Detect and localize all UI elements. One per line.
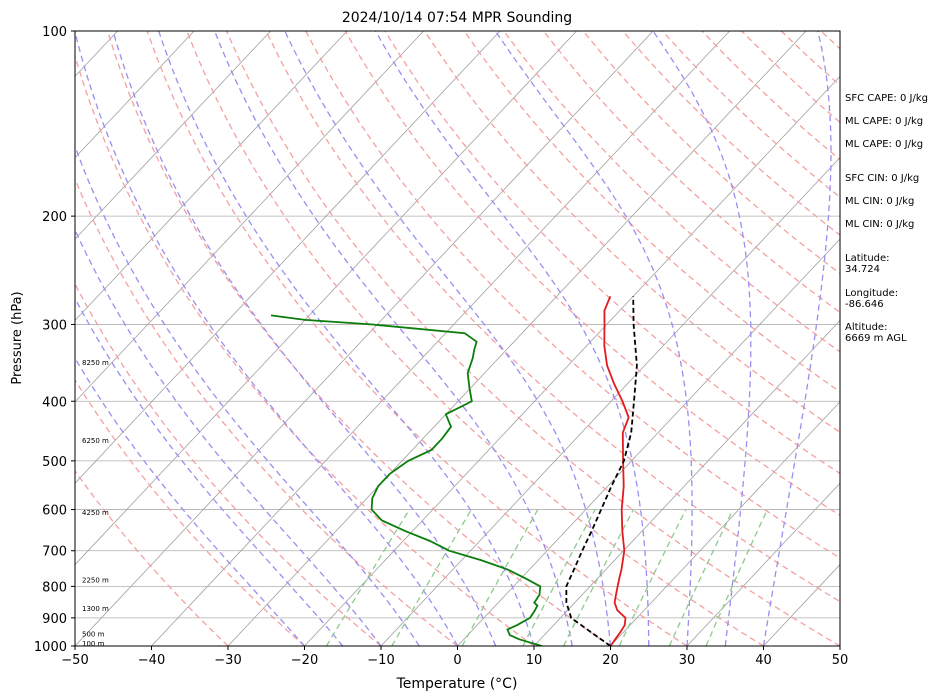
x-tick-label: 50 <box>832 653 849 668</box>
isotherm-line <box>75 31 424 403</box>
y-tick-label: 100 <box>42 25 67 40</box>
background-lines <box>75 31 840 646</box>
dry-adiabat-line <box>384 31 840 475</box>
isotherm-line <box>151 31 730 646</box>
y-tick-label: 500 <box>42 455 67 470</box>
parcel-profile-line <box>565 296 638 646</box>
mixing-ratio-line <box>668 509 734 646</box>
axes: −50 −40 −30 −20 −10 0 10 20 30 40 50 1000 900 800 700 6… <box>34 25 848 668</box>
dry-adiabat-line <box>305 31 840 559</box>
isotherm-line <box>75 31 577 566</box>
temperature-profile-line <box>603 295 630 646</box>
moist-adiabat-line <box>75 228 382 646</box>
latitude-text: Latitude: 34.724 <box>845 253 890 275</box>
moist-adiabat-line <box>374 31 650 646</box>
mixing-ratio-line <box>522 509 596 646</box>
mixing-ratio-line <box>618 509 687 646</box>
moist-adiabat-line <box>112 31 497 646</box>
isotherm-line <box>75 31 654 646</box>
x-tick-label: −20 <box>291 653 318 668</box>
moist-adiabat-line <box>494 31 693 646</box>
isotherm-line <box>75 31 501 484</box>
height-label: 4250 m <box>82 509 109 517</box>
x-tick-label: −10 <box>367 653 394 668</box>
moist-adiabat-line <box>652 31 752 646</box>
x-tick-label: 40 <box>755 653 772 668</box>
height-label: 500 m <box>82 631 105 639</box>
moist-adiabat-line <box>158 31 535 646</box>
moist-adiabat-line <box>213 31 573 646</box>
mixing-ratio-line <box>391 509 472 646</box>
x-tick-label: −40 <box>138 653 165 668</box>
moist-adiabat-line <box>762 31 832 646</box>
moist-adiabat-line <box>75 144 420 646</box>
mixing-ratio-line <box>705 509 768 646</box>
height-label: 100 m <box>82 640 105 648</box>
isotherm-line <box>227 31 807 646</box>
x-tick-label: 30 <box>679 653 696 668</box>
mixing-ratio-line <box>325 509 410 646</box>
y-tick-label: 400 <box>42 395 67 410</box>
dry-adiabat-line <box>225 31 840 646</box>
profile-lines <box>270 295 638 646</box>
sfc-cin-text: SFC CIN: 0 J/kg <box>845 173 920 184</box>
x-tick-label: 0 <box>453 653 461 668</box>
y-tick-label: 800 <box>42 580 67 595</box>
dry-adiabat-line <box>186 31 764 646</box>
ml-cin-text-2: ML CIN: 0 J/kg <box>845 219 915 230</box>
dry-adiabat-line <box>265 31 840 603</box>
isotherm-line <box>380 157 840 646</box>
isotherm-line <box>304 75 840 646</box>
y-tick-label: 900 <box>42 612 67 627</box>
moist-adiabat-line <box>75 356 305 646</box>
x-tick-label: 10 <box>526 653 543 668</box>
dry-adiabat-line <box>75 177 458 646</box>
dry-adiabat-line <box>75 282 382 646</box>
dry-adiabat-line <box>344 31 840 517</box>
dry-adiabat-line <box>75 54 535 646</box>
y-tick-label: 200 <box>42 210 67 225</box>
y-tick-label: 600 <box>42 504 67 519</box>
dry-adiabat-line <box>75 469 229 646</box>
dry-adiabat-line <box>75 378 305 646</box>
height-label: 6250 m <box>82 437 109 445</box>
isotherm-line <box>610 401 840 646</box>
dry-adiabat-line <box>106 31 611 646</box>
ml-cape-text: ML CAPE: 0 J/kg <box>845 116 924 127</box>
y-tick-label: 700 <box>42 545 67 560</box>
x-tick-label: −50 <box>61 653 88 668</box>
y-tick-label: 1000 <box>34 640 67 655</box>
x-tick-label: 20 <box>602 653 619 668</box>
isotherm-line <box>75 31 271 240</box>
ml-cape-text-2: ML CAPE: 0 J/kg <box>845 139 924 150</box>
height-label: 1300 m <box>82 605 109 613</box>
mixing-ratio-line <box>562 509 634 646</box>
mixing-ratio-line <box>461 509 539 646</box>
moist-adiabat-line <box>284 31 612 646</box>
moist-adiabat-line <box>75 297 344 646</box>
altitude-text: Altitude: 6669 m AGL <box>845 322 907 344</box>
moist-adiabat-line <box>75 31 459 646</box>
longitude-text: Longitude: -86.646 <box>845 288 899 310</box>
dry-adiabat-line <box>424 31 840 434</box>
x-tick-label: −30 <box>214 653 241 668</box>
chart-title: 2024/10/14 07:54 MPR Sounding <box>342 10 572 26</box>
x-axis-label: Temperature (°C) <box>396 676 518 692</box>
isotherm-line <box>75 31 348 322</box>
y-axis-label: Pressure (hPa) <box>10 291 25 384</box>
y-tick-label: 300 <box>42 318 67 333</box>
sfc-cape-text: SFC CAPE: 0 J/kg <box>845 93 928 104</box>
ml-cin-text: ML CIN: 0 J/kg <box>845 196 915 207</box>
height-label: 2250 m <box>82 577 109 585</box>
dewpoint-profile-line <box>270 314 542 646</box>
height-label: 8250 m <box>82 359 109 367</box>
isotherm-line <box>457 238 840 646</box>
isotherm-line <box>686 482 840 646</box>
dry-adiabat-line <box>146 31 688 646</box>
isotherm-line <box>533 319 840 646</box>
isotherm-line <box>75 31 195 159</box>
